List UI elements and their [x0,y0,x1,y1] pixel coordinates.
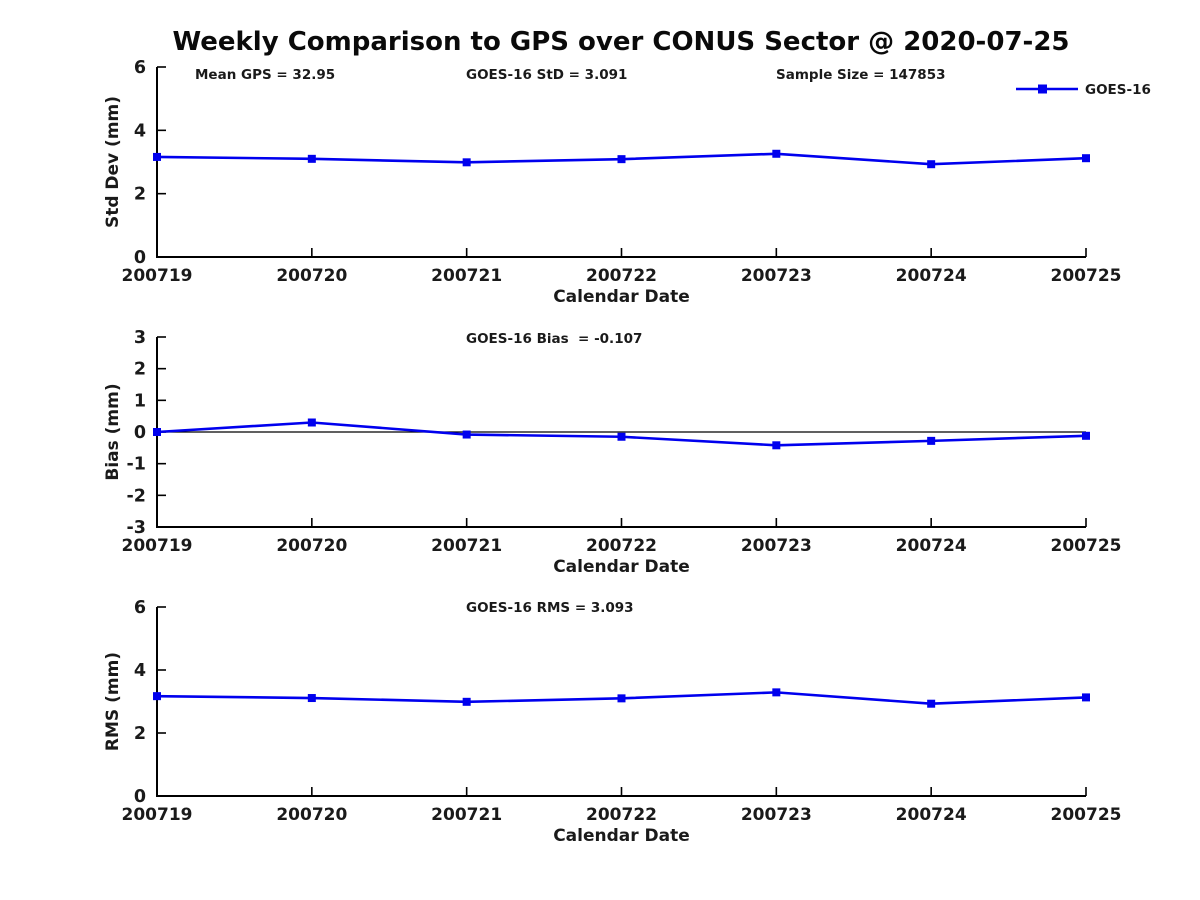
data-marker [927,160,936,169]
y-tick-label: 4 [134,121,146,141]
y-tick-label: 4 [134,661,146,681]
y-tick-label: 3 [134,328,146,348]
subplot-rms: 0 2 4 6 200719 200720 200721 200722 200723 200724… [103,598,1121,846]
x-tick-label: 200721 [431,805,502,825]
figure-title: Weekly Comparison to GPS over CONUS Sect… [172,27,1070,57]
data-marker [617,432,626,441]
data-marker [772,688,781,697]
y-tick-label: 0 [134,423,146,443]
data-marker [462,697,471,706]
y-tick-label: -3 [127,518,146,538]
annotation: GOES-16 StD = 3.091 [466,67,627,83]
data-marker [153,692,161,701]
annotation: GOES-16 RMS = 3.093 [466,600,634,616]
data-marker [1082,431,1090,440]
data-marker [772,441,781,450]
data-marker [927,436,936,445]
data-marker [927,699,936,708]
data-marker [307,694,316,703]
x-axis-label: Calendar Date [553,287,690,307]
x-tick-label: 200722 [586,266,657,286]
data-marker [462,158,471,167]
y-tick-label: 6 [134,598,146,618]
x-tick-label: 200724 [896,805,967,825]
data-marker [307,418,316,427]
x-axis-label: Calendar Date [553,826,690,846]
x-tick-label: 200720 [276,536,347,556]
data-marker [617,694,626,703]
data-marker [1082,154,1090,163]
subplot-std-dev: 0 2 4 6 200719 200720 200721 200722 200723 200724… [103,58,1151,307]
y-axis-label: Bias (mm) [103,383,123,480]
x-tick-label: 200719 [122,266,193,286]
x-tick-label: 200722 [586,536,657,556]
y-tick-label: -2 [127,486,146,506]
data-marker [153,152,161,161]
legend: GOES-16 [1016,82,1151,98]
y-axis-label: RMS (mm) [103,652,123,751]
annotation: Sample Size = 147853 [776,67,945,83]
x-tick-label: 200724 [896,266,967,286]
y-tick-label: 0 [134,787,146,807]
x-tick-label: 200721 [431,266,502,286]
data-marker [307,154,316,163]
data-marker [772,149,781,158]
x-tick-label: 200719 [122,805,193,825]
x-tick-label: 200720 [276,805,347,825]
x-tick-label: 200723 [741,536,812,556]
x-tick-label: 200725 [1051,536,1122,556]
y-tick-label: 6 [134,58,146,78]
y-tick-label: 1 [134,391,146,411]
annotation: Mean GPS = 32.95 [195,67,335,83]
y-tick-label: 2 [134,724,146,744]
data-marker [462,430,471,439]
legend-label: GOES-16 [1085,82,1151,98]
x-tick-label: 200724 [896,536,967,556]
x-tick-label: 200722 [586,805,657,825]
x-tick-label: 200725 [1051,805,1122,825]
subplot-bias: -3 -2 -1 0 1 2 3 200719 200720 200721 200722 200723… [103,328,1121,577]
x-tick-label: 200723 [741,266,812,286]
x-axis-label: Calendar Date [553,557,690,577]
x-tick-label: 200720 [276,266,347,286]
y-tick-label: 2 [134,360,146,380]
y-axis-label: Std Dev (mm) [103,96,123,228]
annotation: GOES-16 Bias = -0.107 [466,331,642,347]
y-tick-label: -1 [127,455,146,475]
x-tick-label: 200723 [741,805,812,825]
data-marker [1082,693,1090,702]
y-tick-label: 0 [134,248,146,268]
x-tick-label: 200725 [1051,266,1122,286]
x-tick-label: 200719 [122,536,193,556]
y-tick-label: 2 [134,185,146,205]
x-tick-label: 200721 [431,536,502,556]
data-marker [617,155,626,164]
legend-marker-sample [1038,84,1047,94]
data-marker [153,428,161,436]
